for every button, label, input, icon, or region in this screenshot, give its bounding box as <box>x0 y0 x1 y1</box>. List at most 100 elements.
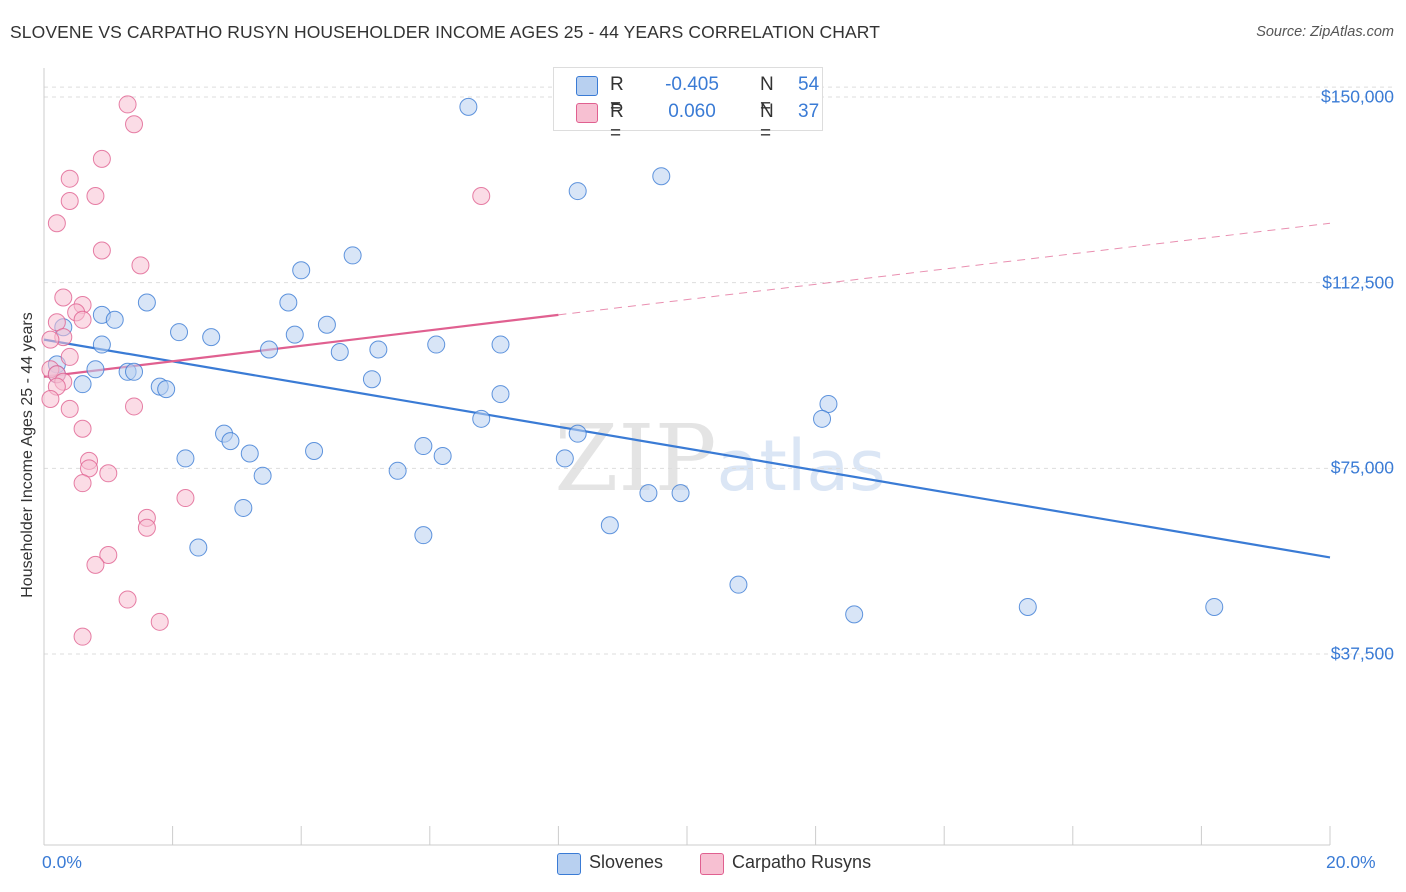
data-point-slovenes <box>369 340 388 359</box>
bottom-legend-label: Carpatho Rusyns <box>732 852 872 872</box>
gridlines <box>44 86 1395 655</box>
data-point-carpatho-rusyns <box>73 310 92 329</box>
data-point-carpatho-rusyns <box>80 459 99 478</box>
data-point-slovenes <box>1018 597 1037 616</box>
data-point-carpatho-rusyns <box>125 115 144 134</box>
legend-n-value: 54 <box>798 74 820 95</box>
bottom-legend-swatch-slovenes <box>557 853 581 875</box>
data-point-slovenes <box>221 432 240 451</box>
data-point-slovenes <box>427 335 446 354</box>
data-point-slovenes <box>330 342 349 361</box>
legend-swatch-carpatho-rusyns <box>576 103 598 123</box>
legend-r-value: -0.405 <box>665 74 719 95</box>
data-point-carpatho-rusyns <box>118 95 137 114</box>
data-point-slovenes <box>639 484 658 503</box>
axes <box>43 68 1331 846</box>
data-point-slovenes <box>202 328 221 347</box>
data-point-slovenes <box>240 444 259 463</box>
data-point-slovenes <box>343 246 362 265</box>
data-point-slovenes <box>568 424 587 443</box>
data-point-slovenes <box>813 409 832 428</box>
watermark-text: ZIPatlas <box>554 405 885 512</box>
data-point-carpatho-rusyns <box>73 474 92 493</box>
data-point-slovenes <box>279 293 298 312</box>
data-point-slovenes <box>845 605 864 624</box>
data-point-carpatho-rusyns <box>60 169 79 188</box>
data-point-carpatho-rusyns <box>92 241 111 260</box>
data-point-slovenes <box>568 182 587 201</box>
data-point-carpatho-rusyns <box>41 390 60 409</box>
data-point-carpatho-rusyns <box>60 399 79 418</box>
data-point-carpatho-rusyns <box>41 330 60 349</box>
data-point-carpatho-rusyns <box>99 545 118 564</box>
data-point-slovenes <box>600 516 619 535</box>
watermark-zip: ZIP <box>554 405 716 512</box>
y-tick-label: $75,000 <box>1330 457 1394 478</box>
legend-r-value: 0.060 <box>668 101 716 122</box>
data-point-slovenes <box>433 446 452 465</box>
data-point-slovenes <box>729 575 748 594</box>
data-point-slovenes <box>414 437 433 456</box>
data-point-carpatho-rusyns <box>137 518 156 537</box>
data-point-slovenes <box>253 466 272 485</box>
legend-r-label: R = <box>610 101 624 144</box>
data-point-carpatho-rusyns <box>118 590 137 609</box>
chart-source: Source: ZipAtlas.com <box>1256 24 1394 40</box>
data-point-slovenes <box>652 167 671 186</box>
data-point-slovenes <box>176 449 195 468</box>
x-tick-label-min: 0.0% <box>42 852 82 872</box>
data-point-slovenes <box>671 484 690 503</box>
data-point-slovenes <box>388 461 407 480</box>
data-point-slovenes <box>472 409 491 428</box>
data-point-carpatho-rusyns <box>86 187 105 206</box>
correlation-legend: R = -0.405 N = 54 R = 0.060 N = 37 <box>553 67 823 144</box>
x-tick-label-max: 20.0% <box>1326 852 1376 872</box>
data-point-carpatho-rusyns <box>47 313 66 332</box>
data-point-slovenes <box>92 335 111 354</box>
data-point-carpatho-rusyns <box>131 256 150 275</box>
trend-line-slovenes <box>43 338 1331 559</box>
data-point-carpatho-rusyns <box>47 214 66 233</box>
bottom-legend-label: Slovenes <box>589 852 664 872</box>
data-point-slovenes <box>317 315 336 334</box>
data-point-carpatho-rusyns <box>86 555 105 574</box>
data-point-carpatho-rusyns <box>60 347 79 366</box>
legend-n-value: 37 <box>798 101 820 122</box>
data-points <box>41 95 1224 646</box>
data-point-slovenes <box>285 325 304 344</box>
trend-line-extension <box>558 222 1331 316</box>
data-point-slovenes <box>555 449 574 468</box>
data-point-slovenes <box>819 394 838 413</box>
data-point-carpatho-rusyns <box>54 288 73 307</box>
data-point-slovenes <box>491 335 510 354</box>
data-point-carpatho-rusyns <box>73 627 92 646</box>
y-tick-label: $150,000 <box>1321 86 1394 107</box>
data-point-carpatho-rusyns <box>125 397 144 416</box>
chart-title: SLOVENE VS CARPATHO RUSYN HOUSEHOLDER IN… <box>10 22 881 42</box>
data-point-slovenes <box>292 261 311 280</box>
data-point-carpatho-rusyns <box>150 612 169 631</box>
data-point-slovenes <box>260 340 279 359</box>
data-point-slovenes <box>157 380 176 399</box>
data-point-slovenes <box>459 97 478 116</box>
data-point-carpatho-rusyns <box>92 149 111 168</box>
data-point-slovenes <box>189 538 208 557</box>
y-tick-label: $37,500 <box>1330 643 1394 664</box>
data-point-slovenes <box>170 323 189 342</box>
legend-swatch-slovenes <box>576 76 598 96</box>
data-point-slovenes <box>125 362 144 381</box>
data-point-carpatho-rusyns <box>472 187 491 206</box>
data-point-slovenes <box>362 370 381 389</box>
data-point-slovenes <box>86 360 105 379</box>
data-point-slovenes <box>305 442 324 461</box>
data-point-slovenes <box>137 293 156 312</box>
legend-n-label: N = <box>760 74 774 117</box>
bottom-legend-swatch-carpatho-rusyns <box>700 853 724 875</box>
data-point-slovenes <box>105 310 124 329</box>
data-point-slovenes <box>414 526 433 545</box>
y-tick-label: $112,500 <box>1322 272 1394 293</box>
data-point-slovenes <box>1205 597 1224 616</box>
legend-n-label: N = <box>760 101 774 144</box>
data-point-carpatho-rusyns <box>99 464 118 483</box>
